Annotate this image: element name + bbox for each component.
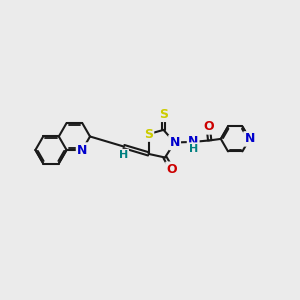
Text: S: S xyxy=(159,108,168,121)
Text: N: N xyxy=(169,136,180,149)
Text: H: H xyxy=(189,143,198,154)
Text: N: N xyxy=(77,143,87,157)
Text: O: O xyxy=(167,163,177,176)
Text: N: N xyxy=(244,132,255,146)
Text: S: S xyxy=(144,128,153,141)
Text: N: N xyxy=(188,135,198,148)
Text: O: O xyxy=(203,120,214,134)
Text: H: H xyxy=(119,150,128,160)
